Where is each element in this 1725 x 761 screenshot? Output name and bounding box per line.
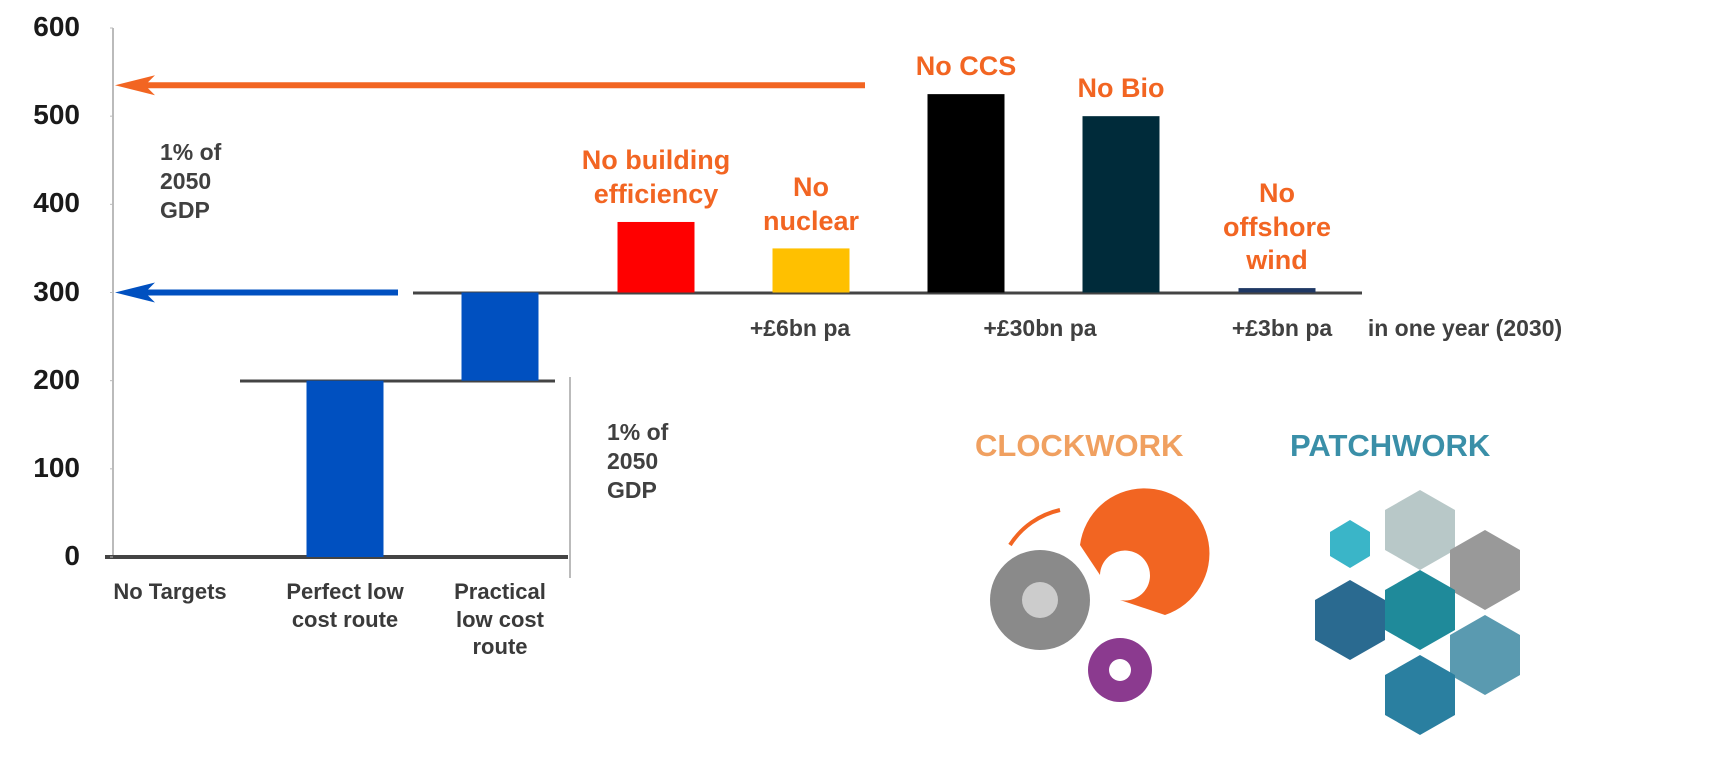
bar <box>617 221 695 293</box>
annotation: +£30bn pa <box>983 315 1097 341</box>
annotation: in one year (2030) <box>1367 315 1563 341</box>
annotation: +£6bn pa <box>749 315 851 341</box>
annotation: 1% of 2050 GDP <box>607 419 669 503</box>
bar <box>1238 288 1316 293</box>
bar <box>927 94 1005 293</box>
y-tick-label: 100 <box>33 451 80 483</box>
patchwork-icon <box>1315 490 1520 735</box>
category-label: No building efficiency <box>581 145 731 210</box>
category-label: No Bio <box>1077 73 1165 104</box>
bar <box>1082 116 1160 293</box>
category-label: No offshore wind <box>1223 177 1331 276</box>
y-tick-label: 600 <box>33 11 80 42</box>
y-tick-label: 400 <box>33 187 80 219</box>
category-label: No nuclear <box>762 171 860 236</box>
bar <box>306 380 384 557</box>
category-label: No Targets <box>113 579 227 604</box>
bar <box>772 248 850 293</box>
arrow-head <box>115 282 155 303</box>
logo-text: CLOCKWORK <box>975 428 1184 463</box>
logo-text: PATCHWORK <box>1290 428 1491 463</box>
category-label: Perfect low cost route <box>286 579 404 632</box>
clockwork-icon <box>990 488 1210 702</box>
category-label: Practical low cost route <box>454 579 546 659</box>
category-label: No CCS <box>915 51 1017 82</box>
annotation: 1% of 2050 GDP <box>160 139 222 223</box>
y-tick-label: 300 <box>33 275 80 307</box>
arrow-head <box>115 75 155 96</box>
annotation: +£3bn pa <box>1231 315 1333 341</box>
y-tick-label: 0 <box>64 540 80 571</box>
y-tick-label: 500 <box>33 99 80 131</box>
y-tick-label: 200 <box>33 363 80 395</box>
bar <box>461 292 539 381</box>
